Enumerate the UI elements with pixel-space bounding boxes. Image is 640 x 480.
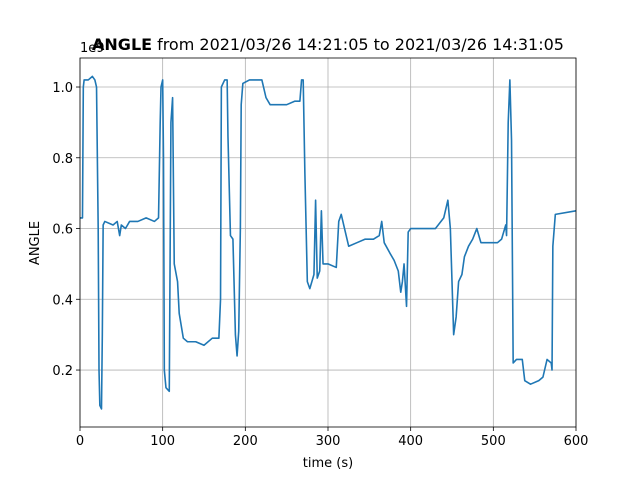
x-tick-label: 100 (150, 434, 175, 449)
y-offset: 1e9 (80, 41, 105, 56)
y-tick-label: 0.2 (52, 364, 73, 379)
y-tick-label: 0.4 (52, 293, 73, 308)
plot-frame (79, 57, 577, 428)
title-rest: from 2021/03/26 14:21:05 to 2021/03/26 1… (157, 35, 564, 54)
y-tick-label: 0.6 (52, 223, 73, 238)
x-tick-label: 500 (481, 434, 506, 449)
title-bold: ANGLE (92, 35, 152, 54)
x-axis-label: time (s) (303, 456, 353, 471)
y-tick-label: 1.0 (52, 81, 73, 96)
y-axis-label: ANGLE (28, 221, 43, 265)
y-tick-label: 0.8 (52, 152, 73, 167)
x-tick-label: 600 (564, 434, 589, 449)
x-tick-label: 0 (76, 434, 84, 449)
x-tick-label: 200 (233, 434, 258, 449)
chart-title: ANGLE from 2021/03/26 14:21:05 to 2021/03… (92, 35, 564, 54)
x-tick-label: 300 (316, 434, 341, 449)
data-line (80, 75, 577, 410)
x-tick-label: 400 (398, 434, 423, 449)
